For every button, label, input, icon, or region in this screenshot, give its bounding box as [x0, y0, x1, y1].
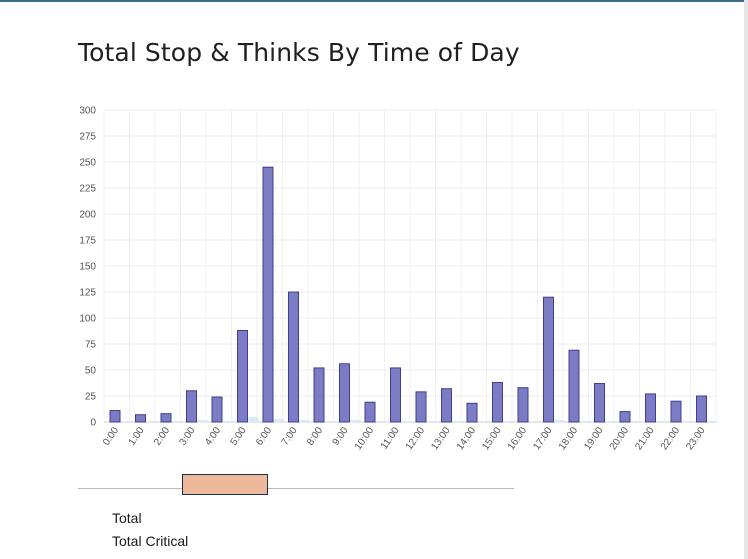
bar-total: [135, 414, 146, 423]
y-tick-label: 300: [79, 106, 96, 117]
chart-title: Total Stop & Thinks By Time of Day: [78, 38, 520, 67]
x-tick-label: 10:00: [353, 425, 377, 452]
bar-total: [237, 329, 248, 423]
bar-total-critical: [172, 420, 182, 422]
bar-total-critical: [427, 420, 437, 422]
bar-chart: 0 25 50 75 100 125 150 175 200 225 250 275 300 0:00 1:…: [79, 106, 718, 452]
bar-total: [109, 410, 121, 423]
legend-item-total[interactable]: Total: [112, 510, 142, 526]
x-tick-label: 3:00: [178, 425, 198, 448]
bar-total-critical: [580, 420, 590, 422]
x-tick-label: 12:00: [404, 425, 428, 452]
x-tick-label: 17:00: [531, 425, 555, 452]
x-tick-label: 1:00: [127, 425, 147, 448]
bar-total-critical: [503, 420, 514, 422]
y-tick-label: 175: [79, 236, 96, 247]
bar-total-critical: [350, 419, 361, 422]
bar-total-critical: [452, 420, 463, 422]
x-tick-label: 5:00: [229, 425, 249, 448]
x-tick-label: 21:00: [633, 425, 657, 452]
bar-total: [211, 396, 223, 423]
x-tick-label: 19:00: [582, 425, 606, 452]
y-tick-label: 25: [85, 392, 97, 403]
bar-total: [313, 367, 325, 423]
bar-total: [415, 391, 427, 423]
x-tick-label: 2:00: [152, 425, 172, 448]
y-tick-label: 50: [85, 366, 97, 377]
x-tick-label: 6:00: [254, 425, 274, 448]
bar-total: [262, 166, 274, 423]
bar-total: [670, 400, 682, 423]
x-tick-label: 22:00: [659, 425, 683, 452]
x-tick-label: 13:00: [429, 425, 453, 452]
x-tick-label: 4:00: [203, 425, 223, 448]
x-tick-label: 8:00: [305, 425, 325, 448]
y-tick-label: 225: [79, 184, 96, 195]
bar-total: [517, 387, 529, 423]
bar-total: [568, 349, 580, 423]
bar-total: [543, 296, 554, 423]
y-tick-label: 100: [79, 314, 96, 325]
bar-total: [492, 381, 503, 423]
bar-total-critical: [325, 420, 335, 422]
y-tick-label: 125: [79, 288, 96, 299]
bar-total: [619, 411, 631, 423]
window-edge: [744, 0, 748, 559]
bar-total: [186, 390, 197, 423]
bar-total-critical: [656, 420, 667, 422]
bar-total-critical: [554, 419, 565, 422]
legend-item-total-critical[interactable]: Total Critical: [112, 533, 189, 549]
bar-total-critical: [248, 416, 259, 422]
bar-total: [364, 401, 376, 423]
x-tick-label: 9:00: [331, 425, 351, 448]
bar-total: [466, 402, 478, 423]
y-tick-label: 275: [79, 132, 96, 143]
x-tick-label: 11:00: [379, 425, 402, 452]
x-tick-label: 0:00: [101, 425, 121, 448]
y-tick-label: 0: [90, 418, 96, 429]
x-tick-label: 20:00: [608, 425, 632, 452]
bar-total-critical: [605, 420, 616, 422]
bar-total-critical: [274, 418, 284, 422]
bar-total-critical: [223, 420, 233, 422]
x-tick-label: 15:00: [480, 425, 504, 452]
y-tick-label: 150: [79, 262, 96, 273]
bar-total: [390, 367, 401, 423]
bar-total: [594, 383, 605, 423]
bar-total: [339, 363, 350, 423]
bar-total-critical: [376, 420, 386, 422]
y-tick-label: 75: [85, 340, 97, 351]
bar-total-critical: [401, 420, 412, 422]
top-rule: [0, 0, 748, 2]
y-tick-label: 200: [79, 210, 96, 221]
x-tick-label: 18:00: [557, 425, 581, 452]
bar-total: [696, 395, 707, 423]
x-tick-label: 14:00: [455, 425, 479, 452]
x-tick-label: 23:00: [684, 425, 708, 452]
chart-scrollbar-track[interactable]: [78, 488, 514, 489]
bar-total-critical: [197, 419, 208, 422]
bar-total-critical: [529, 420, 539, 422]
x-tick-label: 16:00: [506, 425, 530, 452]
bar-total-critical: [121, 420, 131, 422]
y-tick-label: 250: [79, 158, 96, 169]
x-tick-label: 7:00: [280, 425, 300, 448]
bar-total: [645, 393, 656, 423]
bar-total: [288, 291, 299, 423]
chart-scrollbar-thumb[interactable]: [182, 474, 268, 495]
bar-total-critical: [299, 419, 310, 422]
bar-total: [160, 413, 172, 423]
bar-total-critical: [707, 420, 718, 422]
bar-total: [441, 388, 452, 423]
